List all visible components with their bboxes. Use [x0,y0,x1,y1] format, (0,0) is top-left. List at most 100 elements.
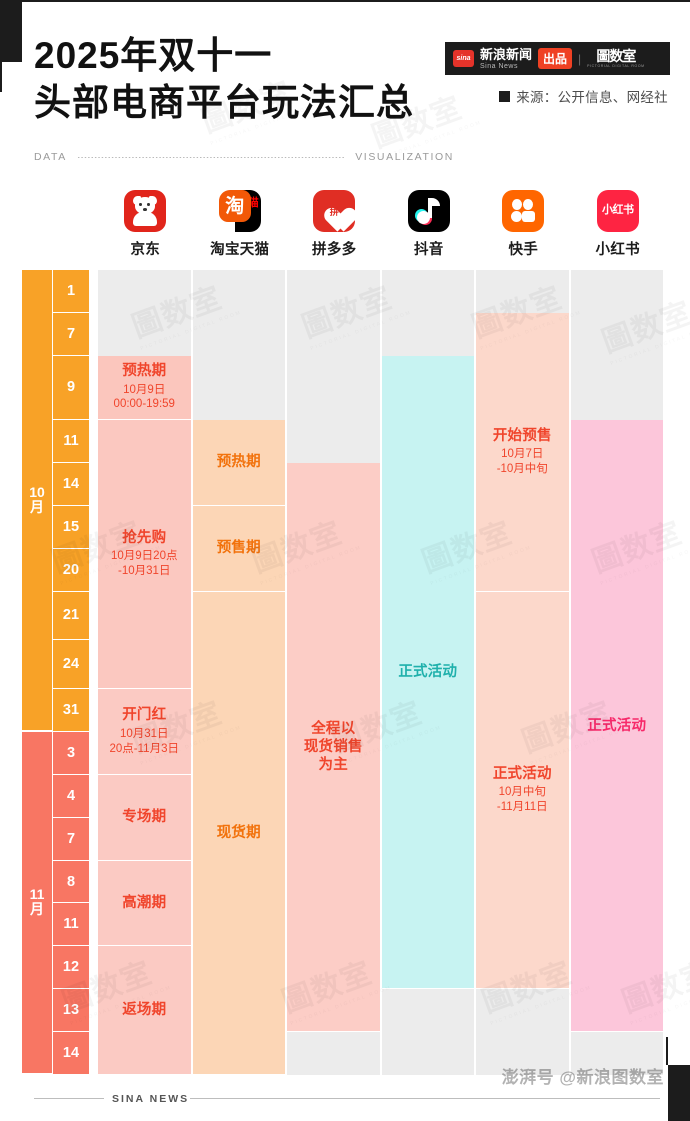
timeline-block[interactable]: 预热期 [192,420,285,506]
timeline-column-2: 预热期 预售期 现货期 [192,270,287,1075]
timeline-column-1: 预热期 10月9日 00:00-19:59 抢先购 10月9日20点 -10月31日开门红… [98,270,193,1075]
day-cell: 12 [53,946,89,990]
timeline-column-3: 全程以 现货销售 为主 [287,270,382,1075]
timeline-block-title: 预热期 [122,363,167,380]
footer-rule-right [190,1098,660,1099]
timeline-block[interactable]: 开门红 10月31日 20点-11月3日 [98,689,191,775]
month-column: 10 月 11 月 [22,270,52,1075]
day-cell: 7 [53,312,89,356]
timeline-block-subtitle: 10月31日 20点-11月3日 [109,727,179,755]
day-cell: 24 [53,640,89,690]
timeline-block-title: 返场期 [122,1002,167,1019]
day-cell: 7 [53,817,89,861]
sina-news-en: Sina News [480,62,518,70]
platform-name-label: 快手 [508,242,539,258]
timeline-block-subtitle: 10月9日20点 -10月31日 [111,550,178,578]
timeline-block[interactable]: 开始预售 10月7日 -10月中旬 [476,312,569,592]
timeline-block[interactable]: 正式活动 10月中旬 -11月11日 [476,591,569,990]
day-cell: 14 [53,462,89,506]
day-cell: 11 [53,903,89,947]
timeline-block[interactable]: 专场期 [98,774,191,861]
sina-weibo-logo-icon: sina [453,50,474,67]
platform-name-label: 淘宝天猫 [210,242,270,258]
frame-line-top [22,0,690,2]
timeline-block-subtitle: 10月中旬 -11月11日 [496,786,548,813]
timeline-block[interactable]: 预热期 10月9日 00:00-19:59 [98,355,191,421]
day-cell: 15 [53,505,89,549]
day-cell: 13 [53,989,89,1033]
timeline-column-5: 开始预售 10月7日 -10月中旬 正式活动 10月中旬 -11月11日 [476,270,571,1075]
tushushi-studio-logo: 圖数室 PICTORIAL DIGITAL ROOM [587,49,645,68]
day-cell: 9 [53,355,89,421]
platform-header-1[interactable]: 京东 [98,190,193,262]
day-cell: 20 [53,548,89,592]
timeline-block-title: 高潮期 [122,894,167,911]
month-label-1: 10 月 [22,270,52,730]
sina-logo-text: sina [456,55,471,62]
sina-news-wordmark: 新浪新闻 Sina News [480,48,532,70]
platform-name-label: 京东 [130,242,161,258]
timeline-block-title: 全程以 现货销售 为主 [303,720,363,774]
timeline-block-title: 专场期 [122,809,167,826]
corner-decoration-top-left [0,0,22,62]
pinduoduo-icon: 拼 [313,190,356,232]
day-cell: 11 [53,420,89,463]
day-column: 1 7 9 11 14 15 20 21 24 31 3 4 7 8 11 12 13 14 [53,270,89,1075]
platform-name-label: 拼多多 [312,242,357,258]
data-label: DATA [34,151,67,163]
platform-header-4[interactable]: 抖音 [382,190,477,262]
day-cell: 3 [53,731,89,775]
chupin-badge: 出品 [538,48,573,69]
timeline-block[interactable]: 正式活动 [570,420,663,1033]
platform-header-row: 京东天猫淘淘宝天猫拼拼多多抖音快手小红书小红书 [98,190,665,262]
studio-name-en: PICTORIAL DIGITAL ROOM [587,64,645,68]
footer-sina-news: SINA NEWS [112,1093,190,1105]
timeline-block[interactable]: 正式活动 [381,355,474,990]
data-visualization-divider: DATA VISUALIZATION [34,151,454,163]
platform-timeline-columns: 预热期 10月9日 00:00-19:59 抢先购 10月9日20点 -10月31日开门红… [98,270,665,1075]
kuaishou-icon [502,190,545,232]
studio-name-cn: 圖数室 [596,48,636,64]
timeline-block-title: 预热期 [216,454,261,471]
day-cell: 31 [53,689,89,732]
xiaohongshu-icon: 小红书 [596,190,639,232]
footer-rule-left [34,1098,104,1099]
timeline-block-title: 正式活动 [587,717,647,734]
day-cell: 4 [53,774,89,818]
frame-line-bottom-right [666,1037,668,1065]
timeline-block[interactable]: 现货期 [192,591,285,1075]
timeline-block[interactable]: 全程以 现货销售 为主 [287,462,380,1033]
douyin-icon [407,190,450,232]
timeline-block-title: 预售期 [216,540,261,557]
timeline-column-4: 正式活动 [381,270,476,1075]
jd-icon [124,190,167,232]
title-line-2: 头部电商平台玩法汇总 [34,82,414,124]
platform-name-label: 小红书 [595,242,640,258]
platform-header-6[interactable]: 小红书 小红书 [571,190,666,262]
timeline-block[interactable]: 高潮期 [98,860,191,947]
timeline-block-subtitle: 10月7日 -10月中旬 [496,447,548,475]
taobao-tmall-icon: 天猫淘 [218,190,261,232]
day-cell: 1 [53,270,89,313]
timeline-grid: 10 月 11 月 1 7 9 11 14 15 20 21 24 31 3 4 7 8 11 12 13 14 预热期… [22,270,665,1075]
day-cell: 8 [53,860,89,904]
source-text: 来源：公开信息、网经社 [516,90,668,105]
month-label-2: 11 月 [22,731,52,1073]
timeline-block[interactable]: 返场期 [98,946,191,1075]
dotted-rule [76,156,346,158]
timeline-column-6: 正式活动 [570,270,665,1075]
timeline-block[interactable]: 预售期 [192,505,285,592]
day-cell: 21 [53,591,89,641]
brand-separator: | [578,51,582,66]
platform-header-5[interactable]: 快手 [476,190,571,262]
timeline-block-title: 开门红 [122,707,167,724]
platform-header-3[interactable]: 拼拼多多 [287,190,382,262]
day-cell: 14 [53,1032,89,1075]
timeline-block[interactable]: 抢先购 10月9日20点 -10月31日 [98,420,191,690]
platform-header-2[interactable]: 天猫淘淘宝天猫 [193,190,288,262]
timeline-block-title: 正式活动 [398,663,458,680]
timeline-block-title: 抢先购 [122,530,167,547]
corner-decoration-bottom-right [668,1065,690,1121]
timeline-block-title: 现货期 [216,824,261,841]
page-title: 2025年双十一 头部电商平台玩法汇总 [34,32,474,127]
